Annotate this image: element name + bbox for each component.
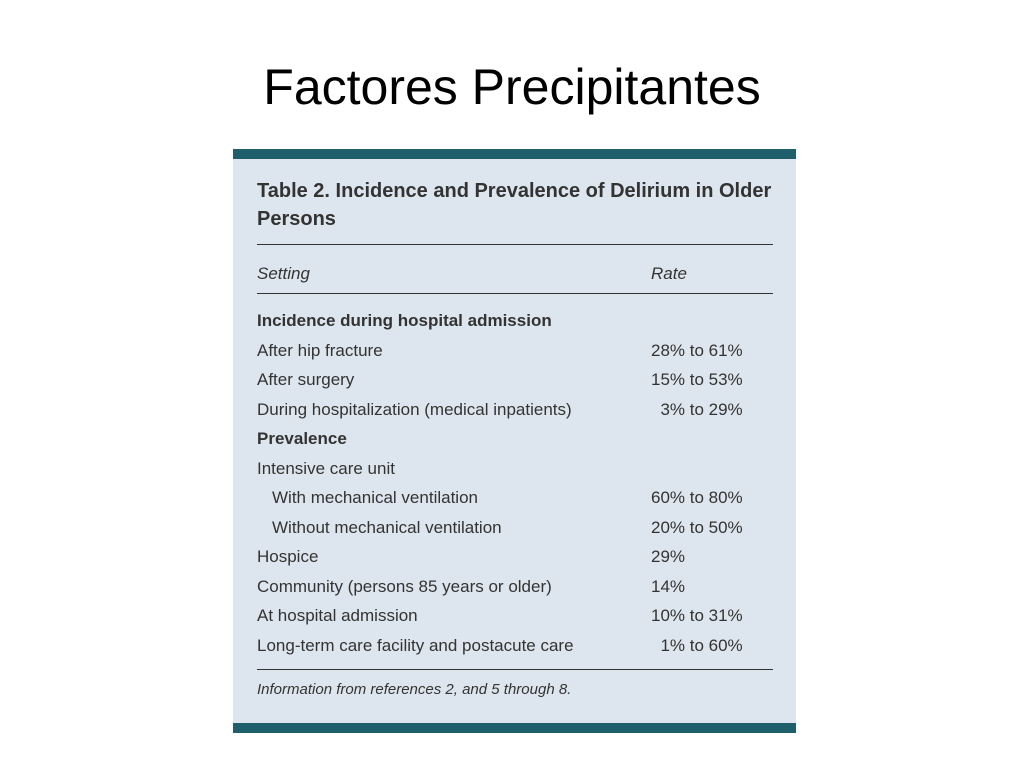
rate-cell: 29%	[651, 547, 686, 566]
setting-cell: Long-term care facility and postacute ca…	[257, 635, 574, 655]
table-body: Incidence during hospital admission After…	[257, 306, 773, 660]
rate-cell: 3% to 29%	[651, 399, 743, 419]
rate-cell: 14%	[651, 576, 686, 596]
rate-cell: 15% to 53%	[651, 370, 743, 389]
table-section-row: Incidence during hospital admission	[257, 306, 773, 336]
caption-rule	[257, 244, 773, 245]
table-row: Long-term care facility and postacute ca…	[257, 631, 773, 661]
table-row: Intensive care unit	[257, 454, 773, 484]
table-caption: Table 2. Incidence and Prevalence of Del…	[257, 180, 772, 230]
setting-cell: Hospice	[257, 547, 319, 566]
table-row: At hospital admission 10% to 31%	[257, 601, 773, 631]
rate-cell: 60% to 80%	[651, 488, 743, 507]
table-bottom-band	[233, 723, 796, 733]
rate-cell: 10% to 31%	[651, 606, 743, 625]
setting-cell: During hospitalization (medical inpatien…	[257, 399, 572, 419]
setting-cell: Community (persons 85 years or older)	[257, 576, 552, 596]
setting-cell: Prevalence	[257, 429, 347, 448]
setting-cell: At hospital admission	[257, 606, 418, 625]
table-figure: Table 2. Incidence and Prevalence of Del…	[233, 149, 796, 733]
table-row: Community (persons 85 years or older) 14%	[257, 572, 773, 602]
table-top-band	[233, 149, 796, 159]
rate-cell: 1% to 60%	[651, 635, 743, 655]
header-rule	[257, 293, 773, 294]
rate-cell: 28% to 61%	[651, 340, 743, 360]
table-row: With mechanical ventilation 60% to 80%	[257, 483, 773, 513]
table-row: After surgery 15% to 53%	[257, 365, 773, 395]
setting-cell: After hip fracture	[257, 340, 383, 360]
setting-cell: Incidence during hospital admission	[257, 311, 552, 330]
table-section-row: Prevalence	[257, 424, 773, 454]
table-row: Hospice 29%	[257, 542, 773, 572]
setting-cell: After surgery	[257, 370, 355, 389]
table-row: After hip fracture 28% to 61%	[257, 336, 773, 366]
slide-title: Factores Precipitantes	[263, 59, 761, 115]
setting-cell: Without mechanical ventilation	[272, 517, 502, 537]
setting-cell: With mechanical ventilation	[272, 488, 478, 507]
table-footnote: Information from references 2, and 5 thr…	[257, 681, 572, 698]
table-row: Without mechanical ventilation 20% to 50%	[257, 513, 773, 543]
table-row: During hospitalization (medical inpatien…	[257, 395, 773, 425]
footer-rule	[257, 669, 773, 670]
column-header-setting: Setting	[257, 264, 310, 283]
column-header-rate: Rate	[651, 264, 687, 283]
rate-cell: 20% to 50%	[651, 517, 743, 537]
setting-cell: Intensive care unit	[257, 458, 395, 478]
